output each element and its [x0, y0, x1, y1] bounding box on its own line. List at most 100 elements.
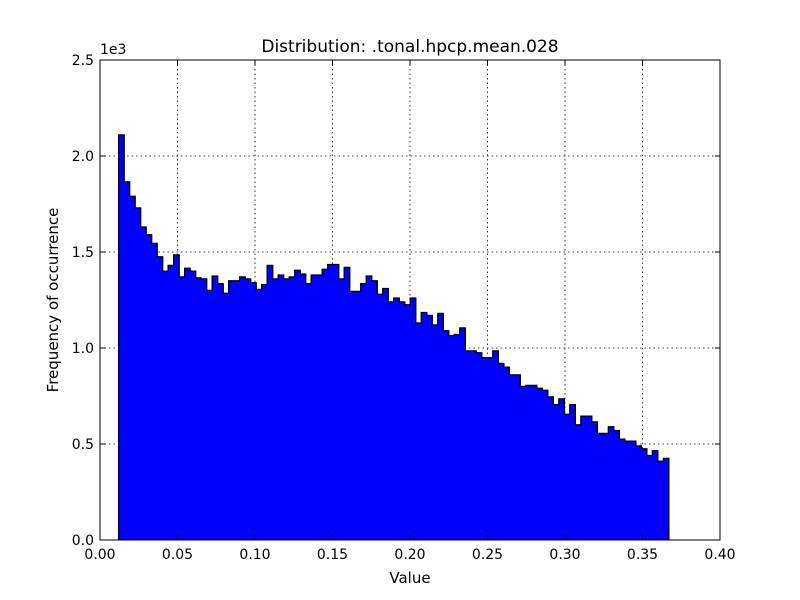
histogram-bar [173, 254, 180, 540]
histogram-bar [421, 312, 428, 540]
histogram-bar [294, 270, 301, 540]
histogram-bar [503, 367, 510, 540]
histogram-bar [239, 276, 246, 540]
x-tick-label: 0.35 [627, 547, 658, 563]
x-tick-label: 0.40 [704, 547, 735, 563]
histogram-outline [117, 134, 670, 540]
histogram-bar [360, 283, 367, 540]
histogram-bar [212, 276, 219, 540]
histogram-bar [624, 441, 631, 540]
histogram-bar [179, 276, 186, 540]
histogram-bar [652, 450, 659, 540]
histogram-bar [437, 313, 444, 540]
histogram-bar [498, 363, 505, 540]
histogram-bar [256, 289, 263, 540]
histogram-bar [591, 421, 598, 540]
histogram-bar [322, 269, 329, 540]
histogram-bar [542, 390, 549, 540]
histogram-bar [388, 301, 395, 540]
histogram-bar [531, 385, 538, 540]
y-axis-ticks: 0.0 0.5 1.0 1.5 2.0 2.5 [72, 53, 720, 549]
histogram-bar [630, 441, 637, 540]
histogram-bar [201, 278, 208, 540]
histogram-bar [426, 315, 433, 540]
histogram-bar [267, 265, 274, 540]
histogram-bar [250, 282, 257, 540]
histogram-bar [311, 275, 318, 540]
histogram-bar [514, 374, 521, 540]
histogram-bar [223, 293, 230, 540]
histogram-bar [602, 433, 609, 540]
histogram-bar [443, 330, 450, 540]
histogram-bar [234, 280, 241, 540]
histogram-bar [129, 196, 136, 540]
histogram-bar [135, 207, 142, 540]
histogram-bar [190, 271, 197, 540]
histogram-bar [300, 274, 307, 540]
histogram-bar [283, 278, 290, 540]
histogram-bars [118, 134, 670, 541]
histogram-bar [470, 350, 477, 540]
y-axis-label: Frequency of occurrence [44, 208, 62, 393]
histogram-bar [448, 335, 455, 540]
histogram-bar [371, 280, 378, 540]
histogram-bar [663, 458, 670, 540]
x-tick-label: 0.30 [549, 547, 580, 563]
y-axis-multiplier: 1e3 [100, 42, 126, 58]
histogram-bar [157, 256, 164, 540]
y-tick-label: 0.5 [72, 437, 94, 453]
histogram-bar [377, 294, 384, 540]
histogram-bar [333, 264, 340, 540]
histogram-bar [404, 304, 411, 540]
histogram-bar [272, 278, 279, 540]
y-tick-label: 2.0 [72, 149, 94, 165]
histogram-bar [289, 276, 296, 540]
x-tick-label: 0.25 [472, 547, 503, 563]
histogram-bar [245, 278, 252, 540]
histogram-bar [597, 433, 604, 540]
histogram-bar [487, 357, 494, 540]
histogram-bar [228, 280, 235, 540]
histogram-bar [575, 424, 582, 540]
histogram-bar [168, 265, 175, 540]
histogram-bar [635, 445, 642, 540]
histogram-bar [481, 357, 488, 540]
histogram-bar [393, 298, 400, 540]
histogram-bar [547, 396, 554, 540]
histogram-bar [608, 426, 615, 540]
histogram-bar [261, 284, 268, 540]
histogram-bar [338, 278, 345, 540]
histogram-bar [619, 439, 626, 540]
histogram-bar [366, 276, 373, 540]
x-tick-label: 0.05 [162, 547, 193, 563]
histogram-bar [124, 181, 131, 541]
histogram-bar [399, 301, 406, 540]
histogram-bar [459, 327, 466, 540]
y-tick-label: 1.5 [72, 245, 94, 261]
x-tick-label: 0.10 [239, 547, 270, 563]
y-tick-label: 0.0 [72, 533, 94, 549]
histogram-bar [305, 283, 312, 540]
histogram-bar [432, 324, 439, 540]
y-tick-label: 2.5 [72, 53, 94, 69]
histogram-bar [355, 291, 362, 540]
histogram-bar [564, 414, 571, 540]
x-tick-label: 0.00 [84, 547, 115, 563]
histogram-bar [536, 388, 543, 540]
histogram-bar [641, 448, 648, 540]
histogram-bar [146, 234, 153, 540]
histogram-bar [525, 385, 532, 540]
histogram-bar [509, 374, 516, 540]
histogram-bar [410, 298, 417, 540]
histogram-bar [613, 430, 620, 540]
histogram-bar [195, 277, 202, 540]
histogram-bar [140, 227, 147, 541]
histogram-bar [217, 283, 224, 540]
histogram-bar [118, 134, 125, 540]
histogram-bar [657, 461, 664, 540]
histogram-bar [476, 352, 483, 540]
chart-title: Distribution: .tonal.hpcp.mean.028 [261, 37, 558, 57]
histogram-bar [415, 323, 422, 540]
histogram-bar [349, 291, 356, 540]
